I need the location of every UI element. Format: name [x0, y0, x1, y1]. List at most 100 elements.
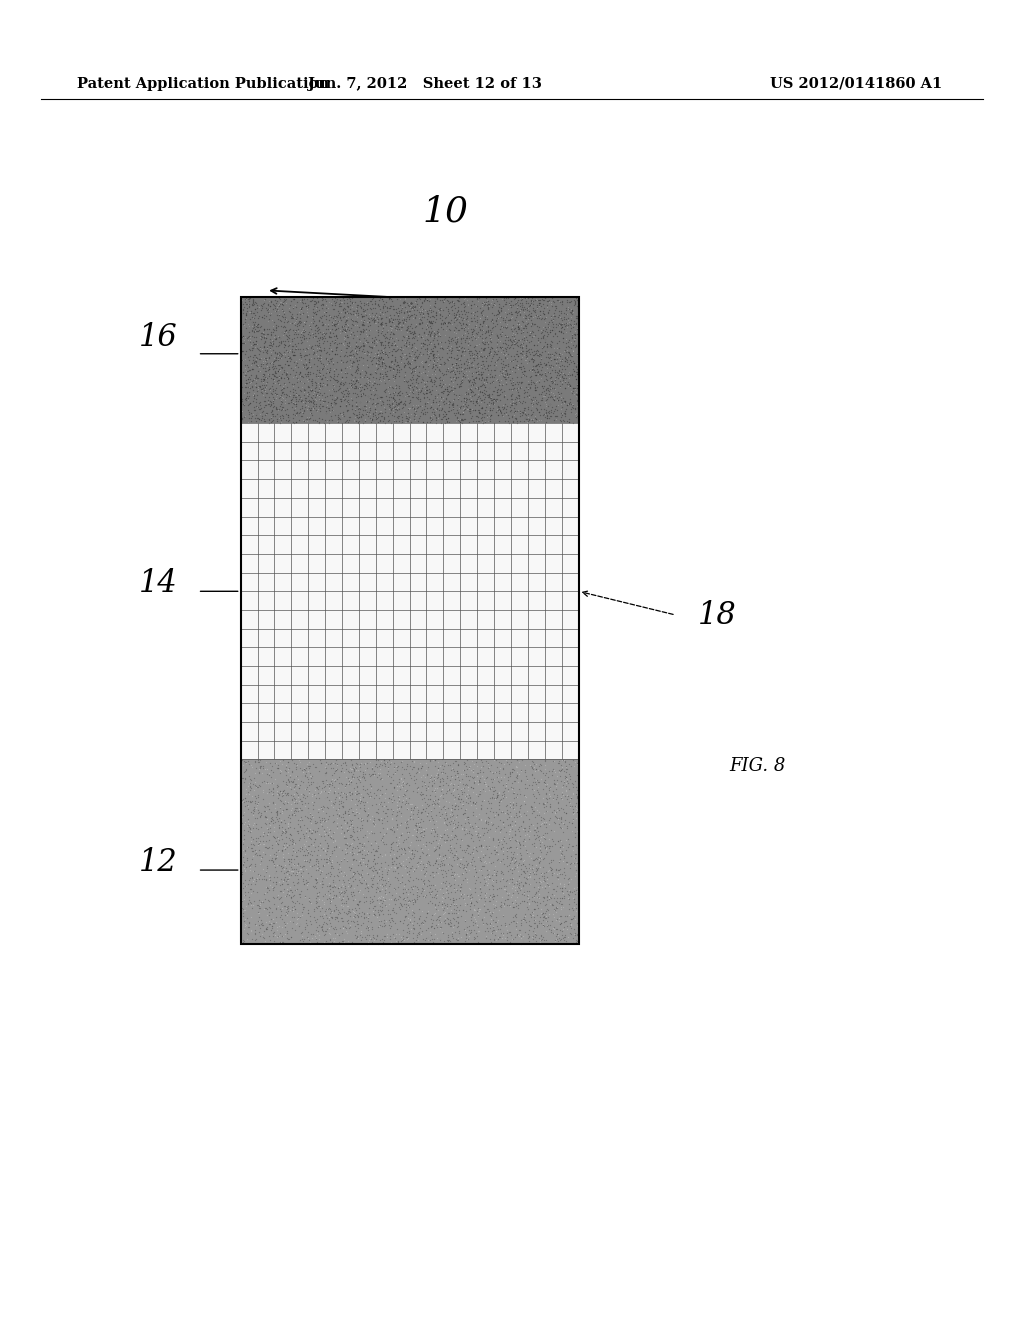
Point	[473, 327, 489, 348]
Point	[496, 781, 512, 803]
Point	[411, 758, 427, 779]
Point	[458, 360, 474, 381]
Point	[479, 298, 496, 319]
Point	[565, 803, 582, 824]
Point	[414, 880, 430, 902]
Point	[553, 896, 569, 917]
Point	[464, 767, 480, 788]
Point	[326, 884, 342, 906]
Point	[377, 399, 393, 420]
Point	[475, 768, 492, 789]
Point	[257, 360, 273, 381]
Point	[265, 391, 282, 412]
Point	[414, 317, 430, 338]
Point	[273, 887, 290, 908]
Point	[437, 843, 454, 865]
Point	[439, 338, 456, 359]
Point	[349, 294, 366, 315]
Point	[279, 861, 295, 882]
Point	[324, 907, 340, 928]
Point	[505, 294, 521, 315]
Point	[406, 931, 422, 952]
Point	[307, 853, 324, 874]
Point	[508, 871, 524, 892]
Point	[423, 861, 439, 882]
Point	[543, 378, 559, 399]
Point	[474, 409, 490, 430]
Point	[374, 916, 390, 937]
Point	[279, 903, 295, 924]
Point	[347, 304, 364, 325]
Point	[486, 359, 503, 380]
Point	[442, 836, 459, 857]
Point	[531, 401, 548, 422]
Point	[393, 931, 410, 952]
Point	[276, 301, 293, 322]
Point	[381, 858, 397, 879]
Point	[457, 867, 473, 888]
Point	[459, 301, 475, 322]
Point	[554, 350, 570, 371]
Point	[233, 898, 250, 919]
Point	[303, 391, 319, 412]
Point	[412, 915, 428, 936]
Point	[324, 409, 340, 430]
Point	[279, 384, 295, 405]
Point	[465, 318, 481, 339]
Point	[319, 315, 336, 337]
Point	[434, 883, 451, 904]
Point	[504, 405, 520, 426]
Point	[270, 758, 287, 779]
Point	[311, 300, 328, 321]
Point	[309, 384, 326, 405]
Point	[279, 792, 295, 813]
Point	[408, 350, 424, 371]
Point	[549, 875, 565, 896]
Point	[344, 842, 360, 863]
Point	[402, 841, 419, 862]
Point	[413, 345, 429, 366]
Point	[410, 801, 426, 822]
Point	[367, 899, 383, 920]
Point	[498, 875, 514, 896]
Point	[477, 774, 494, 795]
Point	[515, 810, 531, 832]
Point	[429, 816, 445, 837]
Point	[385, 888, 401, 909]
Point	[244, 337, 260, 358]
Point	[542, 343, 558, 364]
Point	[502, 766, 518, 787]
Point	[259, 919, 275, 940]
Point	[453, 293, 469, 314]
Point	[537, 903, 553, 924]
Point	[447, 869, 464, 890]
Point	[471, 898, 487, 919]
Point	[563, 393, 580, 414]
Point	[476, 370, 493, 391]
Point	[466, 899, 482, 920]
Point	[251, 843, 267, 865]
Point	[370, 345, 386, 366]
Point	[328, 375, 344, 396]
Point	[455, 403, 471, 424]
Point	[374, 875, 390, 896]
Point	[255, 323, 271, 345]
Point	[403, 305, 420, 326]
Point	[267, 366, 284, 387]
Point	[299, 407, 315, 428]
Point	[400, 817, 417, 838]
Point	[563, 331, 580, 352]
Point	[418, 372, 434, 393]
Point	[312, 780, 329, 801]
Point	[338, 393, 354, 414]
Point	[316, 818, 333, 840]
Point	[300, 375, 316, 396]
Point	[531, 931, 548, 952]
Point	[442, 368, 459, 389]
Point	[419, 343, 435, 364]
Point	[373, 346, 389, 367]
Point	[319, 853, 336, 874]
Point	[309, 883, 326, 904]
Point	[342, 290, 358, 312]
Point	[527, 770, 544, 791]
